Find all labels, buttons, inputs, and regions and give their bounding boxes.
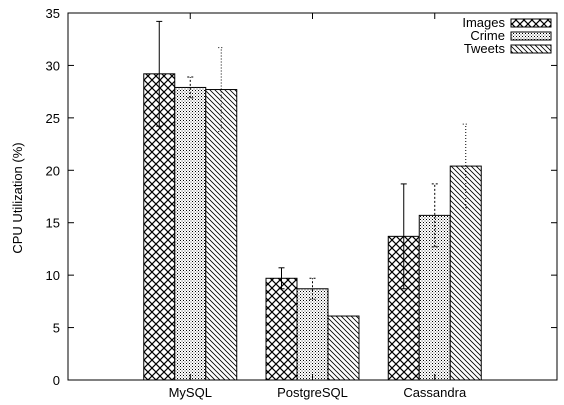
x-axis-category-labels: MySQL PostgreSQL Cassandra <box>169 13 467 400</box>
legend-label-images: Images <box>462 15 505 30</box>
x-category-label: MySQL <box>169 385 212 400</box>
y-tick-label: 10 <box>46 268 60 283</box>
y-tick-label: 35 <box>46 6 60 21</box>
y-tick-label: 25 <box>46 111 60 126</box>
legend-swatch-crime <box>510 31 552 41</box>
legend-swatch-images <box>510 18 552 28</box>
y-tick-label: 20 <box>46 163 60 178</box>
legend-swatch-tweets <box>510 44 552 54</box>
bar-tweets <box>205 89 238 381</box>
error-bars <box>156 20 469 300</box>
bar-images <box>265 277 298 381</box>
y-tick-label: 0 <box>53 373 60 388</box>
y-axis-ticks: 0 5 10 15 20 25 30 35 <box>46 6 557 388</box>
y-axis-label: CPU Utilization (%) <box>10 142 25 253</box>
x-category-label: PostgreSQL <box>277 385 348 400</box>
bar-crime <box>174 86 207 381</box>
legend-label-crime: Crime <box>470 28 505 43</box>
bar-tweets <box>327 315 360 381</box>
x-category-label: Cassandra <box>403 385 467 400</box>
legend-label-tweets: Tweets <box>464 41 506 56</box>
bar-crime <box>418 214 451 381</box>
plot-frame <box>67 12 558 381</box>
bar-crime <box>296 288 329 381</box>
y-tick-label: 15 <box>46 216 60 231</box>
y-tick-label: 5 <box>53 321 60 336</box>
bars <box>143 73 482 381</box>
y-tick-label: 30 <box>46 58 60 73</box>
